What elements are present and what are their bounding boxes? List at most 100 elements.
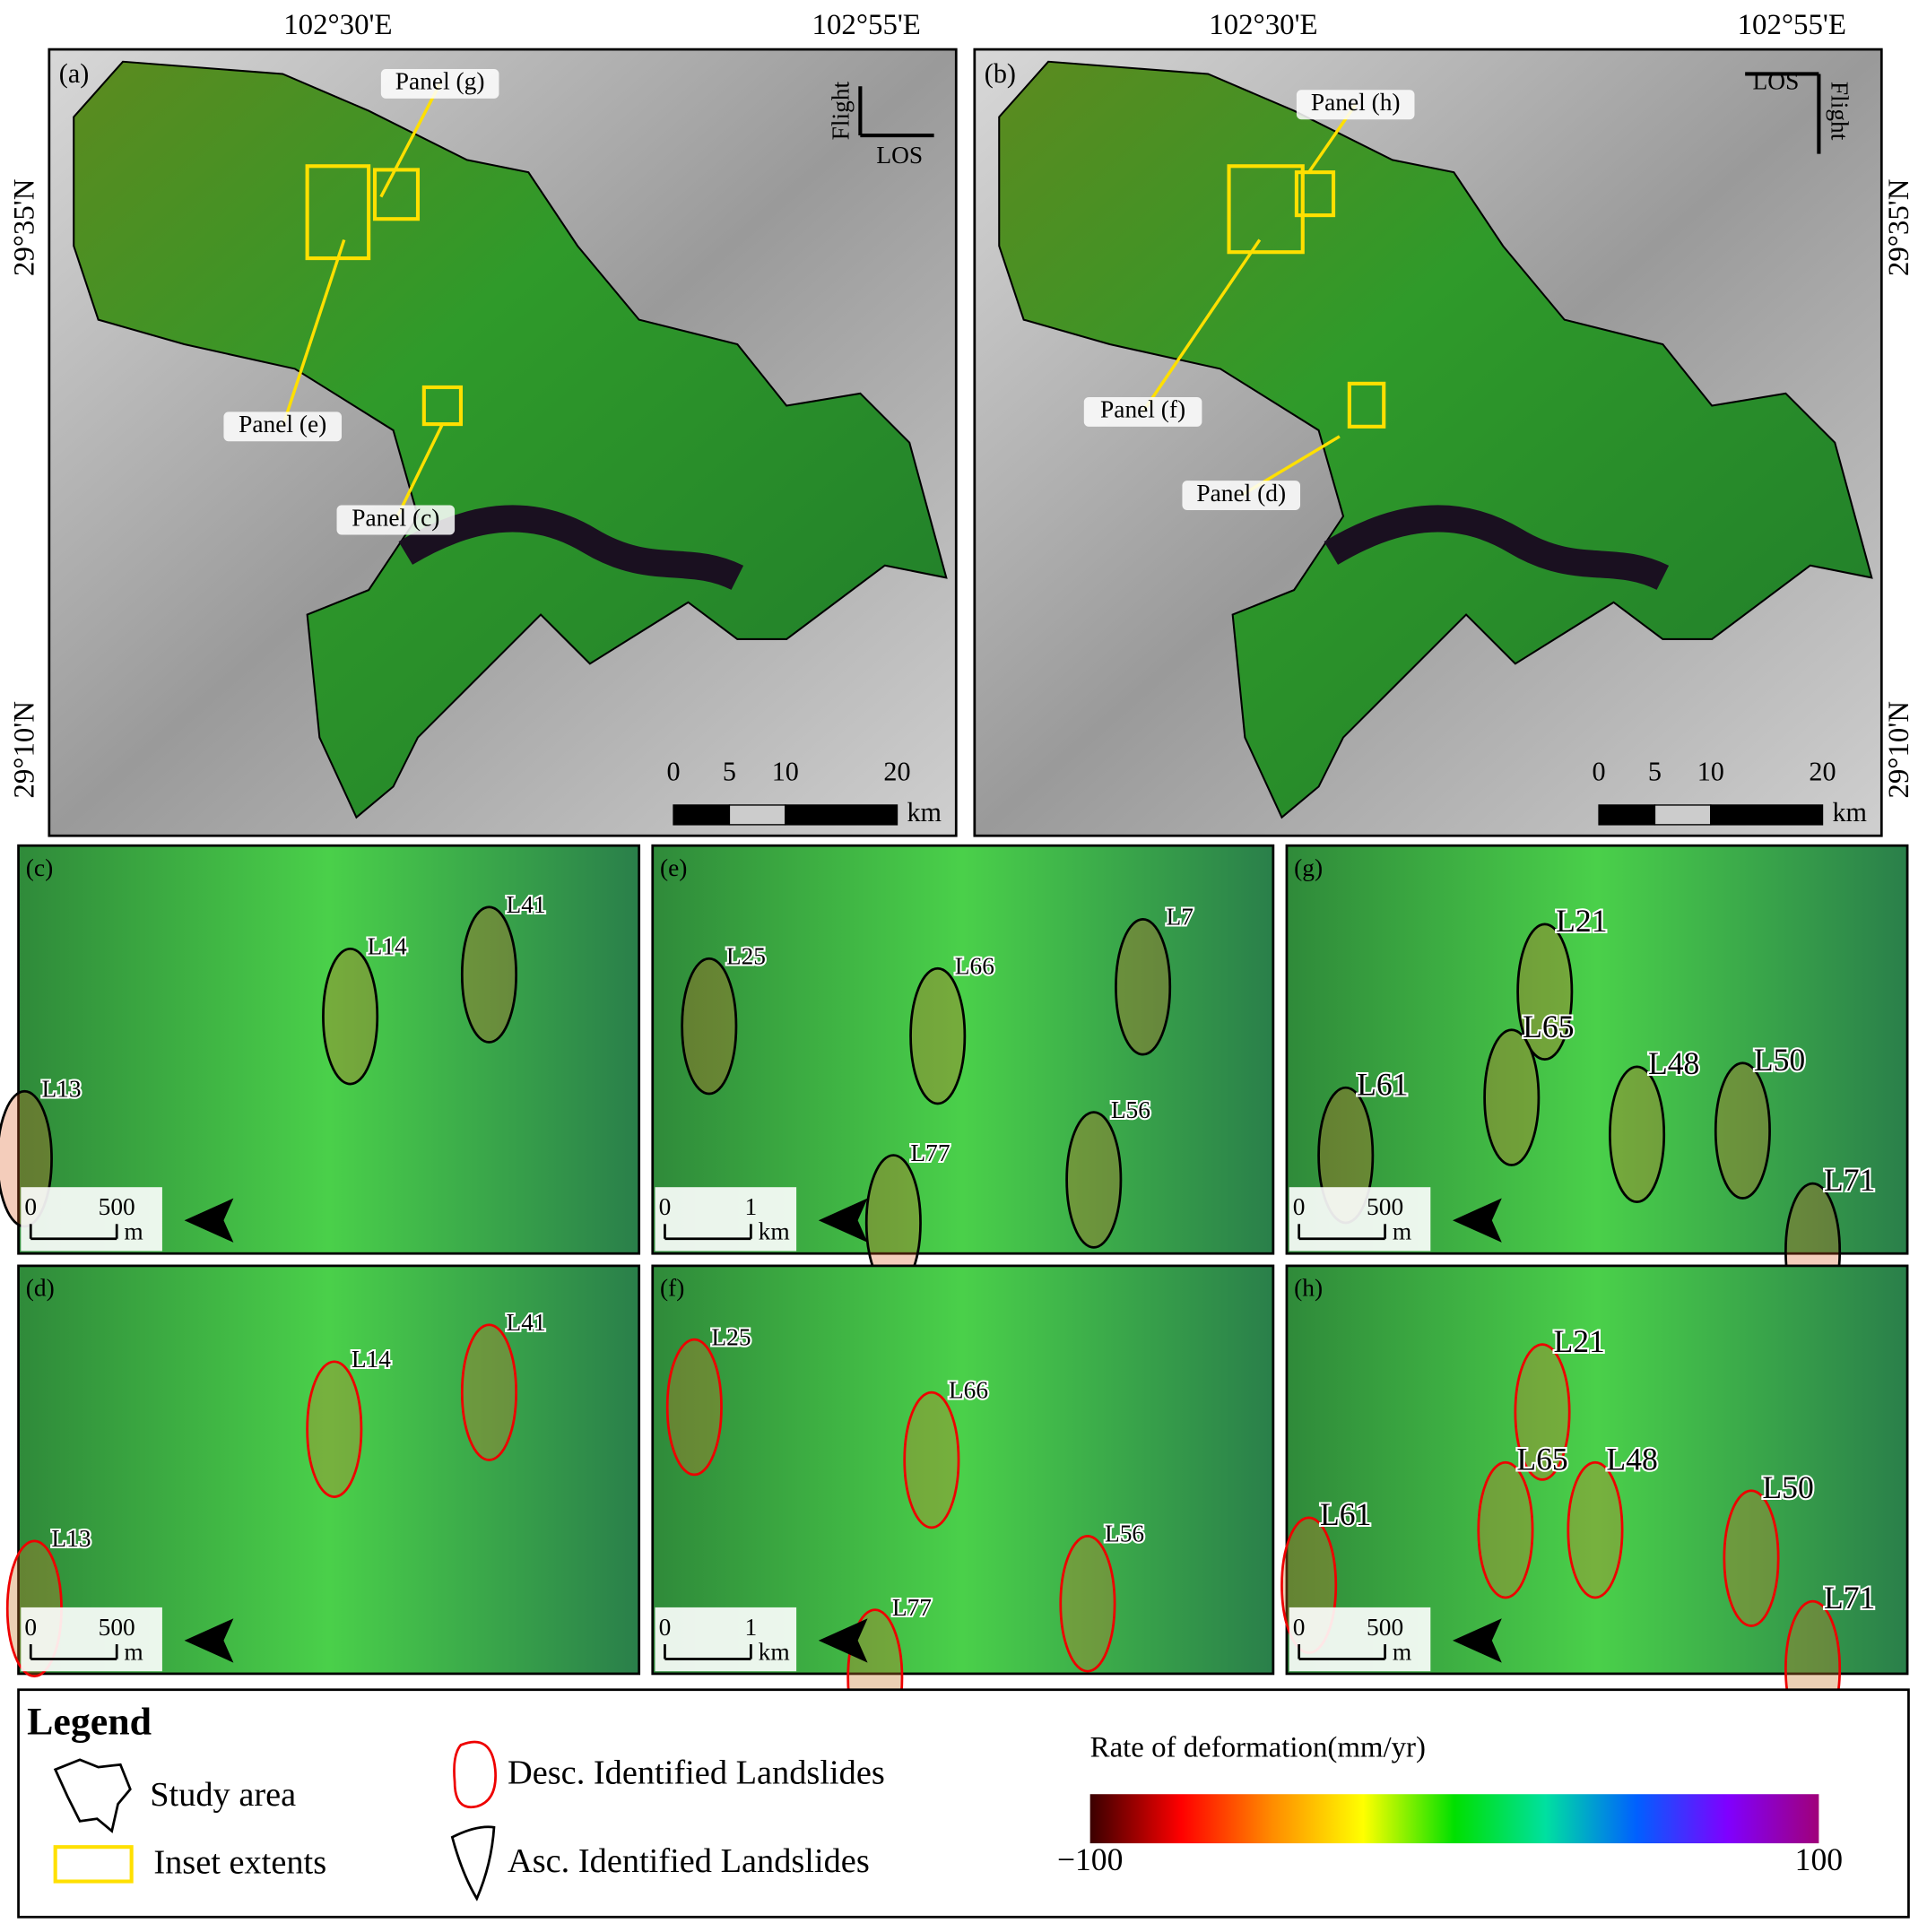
landslide-label: L56 [1105, 1520, 1144, 1547]
scale-tick-label: 500 [99, 1193, 135, 1220]
legend-box [17, 1688, 1910, 1919]
scale-tick-label: 5 [1648, 757, 1662, 787]
panel-label: (a) [59, 58, 89, 89]
landslide-label: L77 [910, 1139, 950, 1166]
scale-tick-label: 0 [1293, 1193, 1306, 1220]
landslide-outline [1609, 1065, 1666, 1204]
inset-image [651, 844, 1275, 1255]
landslide-label: L13 [51, 1525, 91, 1552]
landslide-outline [1516, 923, 1574, 1061]
scale-unit: m [1393, 1638, 1411, 1665]
inset-image [17, 844, 641, 1255]
study-area-symbol [53, 1758, 132, 1833]
callout-box [1296, 90, 1415, 120]
scale-tick-label: 0 [1293, 1614, 1306, 1641]
landslide-label: L25 [726, 943, 766, 970]
river [398, 505, 744, 591]
landslide-outline [1714, 1061, 1771, 1200]
inset-label: (e) [660, 854, 687, 881]
colorbar-min: −100 [1057, 1841, 1124, 1877]
scale-tick-label: 500 [1367, 1193, 1403, 1220]
landslide-label: L65 [1516, 1441, 1567, 1477]
direction-arrows [1745, 72, 1821, 154]
colorbar-max: 100 [1795, 1841, 1843, 1877]
landslide-label: L61 [1320, 1496, 1371, 1532]
landslide-outline [681, 957, 738, 1096]
scale-tick-label: 20 [1809, 757, 1836, 787]
scale-tick-label: 1 [745, 1614, 758, 1641]
lon-label: 102°55'E [812, 9, 921, 41]
scale-tick-label: 0 [24, 1614, 37, 1641]
scale-background [655, 1607, 797, 1672]
scale-tick-label: 5 [723, 757, 736, 787]
inset-extent [1227, 164, 1305, 255]
north-arrow [1452, 1618, 1502, 1663]
lat-label: 29°10'N [9, 701, 41, 799]
scale-segment [1710, 804, 1824, 826]
scale-unit: m [1393, 1218, 1411, 1245]
landslide-outline [460, 905, 517, 1044]
landslide-label: L61 [1357, 1066, 1408, 1102]
landslide-outline [1483, 1028, 1541, 1166]
lat-label: 29°35'N [1883, 179, 1915, 277]
landslide-outline [1477, 1460, 1534, 1599]
scale-tick-label: 1 [745, 1193, 758, 1220]
landslide-outline [909, 966, 967, 1105]
north-arrow [1452, 1198, 1502, 1243]
landslide-label: L25 [711, 1323, 751, 1350]
scale-background [1289, 1607, 1431, 1672]
scale-background [21, 1187, 162, 1252]
landslide-outline [1065, 1111, 1123, 1249]
inset-label: (c) [26, 854, 53, 881]
study-area [73, 60, 948, 819]
callout-label: Panel (g) [395, 68, 485, 95]
scale-tick-label: 0 [659, 1614, 672, 1641]
inset-label: (f) [660, 1275, 684, 1302]
landslide-outline [903, 1391, 960, 1529]
direction-arrows [858, 86, 934, 138]
callout-arrow [281, 238, 346, 428]
inset-label: (d) [26, 1275, 55, 1302]
colorbar-title: Rate of deformation(mm/yr) [1090, 1731, 1426, 1763]
landslide-label: L71 [1824, 1580, 1875, 1616]
scale-background [655, 1187, 797, 1252]
study-area [998, 60, 1873, 819]
landslide-outline [665, 1338, 723, 1477]
landslide-outline [322, 947, 379, 1086]
scale-tick-label: 500 [99, 1614, 135, 1641]
landslide-label: L48 [1648, 1045, 1699, 1081]
landslide-label: L65 [1523, 1009, 1574, 1044]
scale-tick-label: 10 [1697, 757, 1724, 787]
scale-unit: km [759, 1218, 790, 1245]
landslide-label: L71 [1824, 1162, 1875, 1198]
inset-image [651, 1264, 1275, 1676]
asc-symbol [450, 1825, 496, 1902]
landslide-outline [1059, 1535, 1116, 1673]
north-arrow [818, 1198, 868, 1243]
los-label: LOS [876, 142, 923, 169]
north-arrow [818, 1618, 868, 1663]
los-label: LOS [1753, 68, 1800, 95]
desc-symbol [453, 1740, 497, 1809]
scale-tick-label: 0 [667, 757, 681, 787]
landslide-label: L14 [368, 933, 407, 960]
scale-unit: km [907, 797, 942, 827]
landslide-outline [306, 1360, 363, 1498]
landslide-label: L56 [1111, 1096, 1150, 1123]
inset-symbol [53, 1845, 134, 1884]
scale-segment [673, 804, 731, 826]
scale-segment [1598, 804, 1656, 826]
callout-box [223, 412, 343, 442]
landslide-label: L77 [892, 1594, 932, 1621]
lat-label: 29°35'N [9, 179, 41, 277]
callout-label: Panel (d) [1196, 480, 1286, 507]
landslide-outline [1723, 1489, 1780, 1627]
callout-arrow [1141, 238, 1262, 413]
flight-label: Flight [1827, 82, 1853, 141]
legend-item: Study area [150, 1776, 296, 1814]
scale-unit: m [124, 1638, 143, 1665]
lon-label: 102°30'E [283, 9, 392, 41]
scale-segment [728, 804, 786, 826]
